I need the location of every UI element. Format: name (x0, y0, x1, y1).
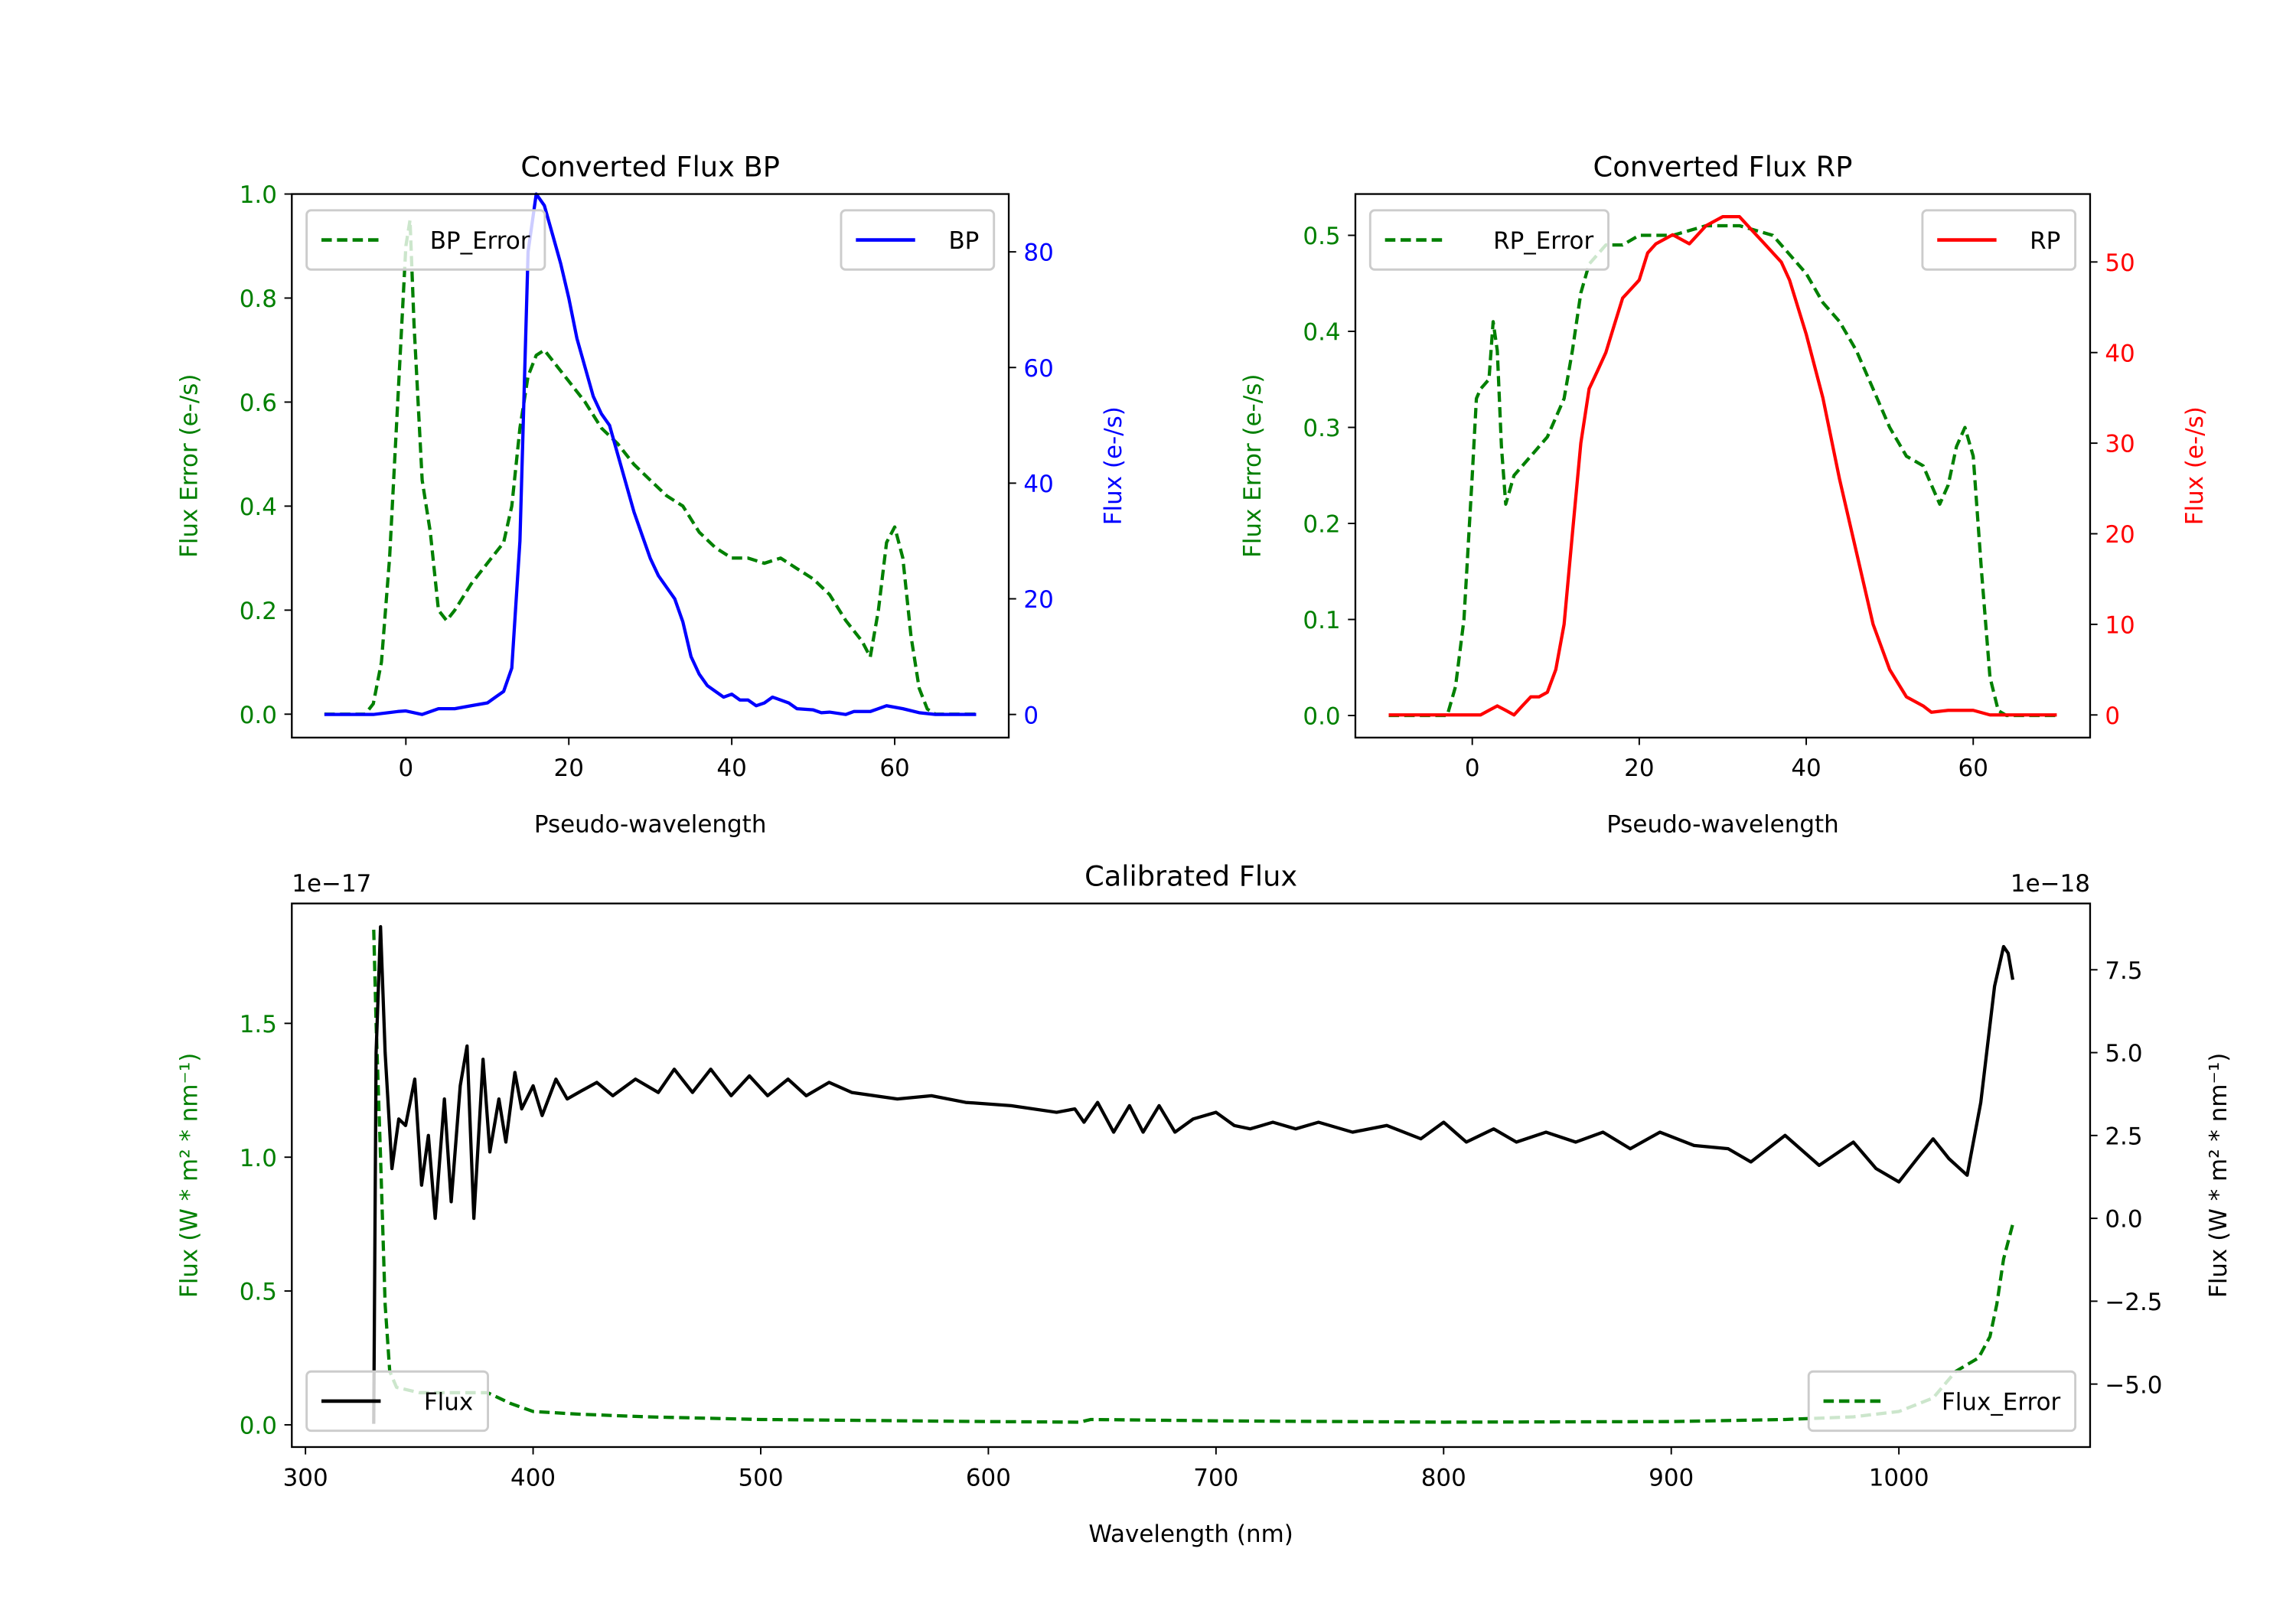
legend-rp: RP (1921, 209, 2077, 271)
y-left-tick-label: 0.5 (240, 1279, 277, 1306)
chart-title: Converted Flux RP (1593, 150, 1853, 183)
y-left-axis-label: Flux (W * m² * nm⁻¹) (175, 1053, 203, 1298)
legend-bp: BP (840, 209, 996, 271)
legend-box (305, 1370, 490, 1433)
y-right-tick-label: 60 (1023, 355, 1053, 383)
series-line-bp-error (324, 218, 977, 716)
y-right-offset-label: 1e−18 (2011, 870, 2090, 898)
y-right-axis-label: Flux (W * m² * nm⁻¹) (2205, 1053, 2232, 1298)
y-left-offset-label: 1e−17 (292, 870, 371, 898)
y-right-tick-label: 20 (2105, 521, 2135, 549)
y-right-tick-label: 40 (1023, 471, 1053, 498)
x-tick-label: 60 (879, 755, 909, 782)
x-tick-label: 1000 (1869, 1464, 1929, 1491)
legend-box (1921, 209, 2077, 271)
y-right-tick-label: 50 (2105, 249, 2135, 277)
y-right-tick-label: 2.5 (2105, 1123, 2142, 1150)
chart-title: Calibrated Flux (1084, 859, 1297, 892)
y-left-tick-label: 0.0 (1303, 703, 1340, 731)
x-tick-label: 700 (1193, 1464, 1238, 1491)
y-right-tick-label: 80 (1023, 240, 1053, 267)
legend-box (1368, 209, 1610, 271)
y-right-tick-label: 10 (2105, 612, 2135, 640)
x-tick-label: 20 (554, 755, 584, 782)
y-right-tick-label: 30 (2105, 431, 2135, 458)
x-tick-label: 20 (1624, 755, 1654, 782)
y-right-tick-label: 5.0 (2105, 1040, 2142, 1068)
x-tick-label: 0 (1465, 755, 1480, 782)
y-left-tick-label: 0.1 (1303, 607, 1340, 634)
y-left-tick-label: 1.5 (240, 1011, 277, 1038)
axes-frame (1354, 193, 2092, 739)
series-line-bp (324, 192, 977, 716)
legend-label: Flux (424, 1389, 473, 1416)
y-right-axis-label: Flux (e-/s) (1100, 406, 1127, 525)
y-left-tick-label: 0.6 (240, 390, 277, 417)
y-right-tick-label: 0.0 (2105, 1206, 2142, 1234)
axes-frame (291, 902, 2092, 1449)
legend-label: BP (948, 227, 979, 255)
y-left-tick-label: 0.2 (1303, 511, 1340, 539)
y-right-tick-label: −2.5 (2105, 1289, 2162, 1316)
y-right-axis-label: Flux (e-/s) (2181, 406, 2209, 525)
legend-label: BP_Error (430, 227, 530, 255)
y-left-axis-label: Flux Error (e-/s) (1239, 374, 1267, 558)
chart-converted-flux-bp: 0 20 40 60 0.0 0.2 0.4 0.6 0.8 1.0 0 20 40 60 80 Conver… (175, 150, 1127, 838)
y-left-tick-label: 0.2 (240, 598, 277, 625)
y-right-tick-label: 40 (2105, 340, 2135, 367)
x-tick-label: 600 (966, 1464, 1011, 1491)
y-left-tick-label: 0.4 (1303, 319, 1340, 347)
legend-rp-error: RP_Error (1368, 209, 1610, 271)
legend-box (840, 209, 996, 271)
legend-box (1807, 1370, 2077, 1433)
series-line-rp-error (1388, 223, 2057, 718)
y-left-tick-label: 0.0 (240, 702, 277, 729)
x-tick-label: 900 (1649, 1464, 1694, 1491)
y-left-tick-label: 0.5 (1303, 223, 1340, 250)
y-right-tick-label: 0 (1023, 702, 1039, 729)
series-line-flux (372, 924, 2015, 1424)
legend-bp-error: BP_Error (305, 209, 546, 271)
chart-title: Converted Flux BP (520, 150, 780, 183)
legend-label: RP (2030, 227, 2060, 255)
chart-converted-flux-rp: 0 20 40 60 0.0 0.1 0.2 0.3 0.4 0.5 0 10 20 30 40 50 Conv… (1239, 150, 2209, 838)
x-tick-label: 500 (738, 1464, 783, 1491)
series-line-rp (1388, 215, 2057, 717)
x-tick-label: 40 (716, 755, 746, 782)
chart-calibrated-flux: 300 400 500 600 700 800 900 1000 0.0 0.5 1.0 1.5 −5.… (175, 859, 2232, 1547)
legend-flux: Flux (305, 1370, 490, 1433)
legend-label: RP_Error (1493, 227, 1593, 255)
legend-label: Flux_Error (1942, 1389, 2061, 1416)
x-tick-label: 300 (283, 1464, 328, 1491)
y-right-tick-label: 0 (2105, 702, 2120, 730)
y-left-tick-label: 0.4 (240, 494, 277, 521)
y-left-axis-label: Flux Error (e-/s) (175, 374, 203, 558)
legend-box (305, 209, 546, 271)
y-right-tick-label: −5.0 (2105, 1371, 2162, 1399)
x-axis-label: Wavelength (nm) (1088, 1521, 1293, 1548)
x-tick-label: 800 (1421, 1464, 1466, 1491)
x-axis-label: Pseudo-wavelength (1606, 811, 1839, 839)
y-left-tick-label: 0.0 (240, 1413, 277, 1440)
x-tick-label: 400 (510, 1464, 556, 1491)
y-left-tick-label: 0.8 (240, 285, 277, 313)
y-right-tick-label: 20 (1023, 586, 1053, 614)
y-right-tick-label: 7.5 (2105, 957, 2142, 985)
x-tick-label: 60 (1958, 755, 1988, 782)
axes-frame (291, 193, 1010, 739)
x-tick-label: 0 (398, 755, 413, 782)
y-left-tick-label: 1.0 (240, 1145, 277, 1172)
y-left-tick-label: 0.3 (1303, 415, 1340, 442)
legend-flux-error: Flux_Error (1807, 1370, 2077, 1433)
x-tick-label: 40 (1791, 755, 1821, 782)
y-left-tick-label: 1.0 (240, 181, 277, 209)
x-axis-label: Pseudo-wavelength (534, 811, 767, 839)
